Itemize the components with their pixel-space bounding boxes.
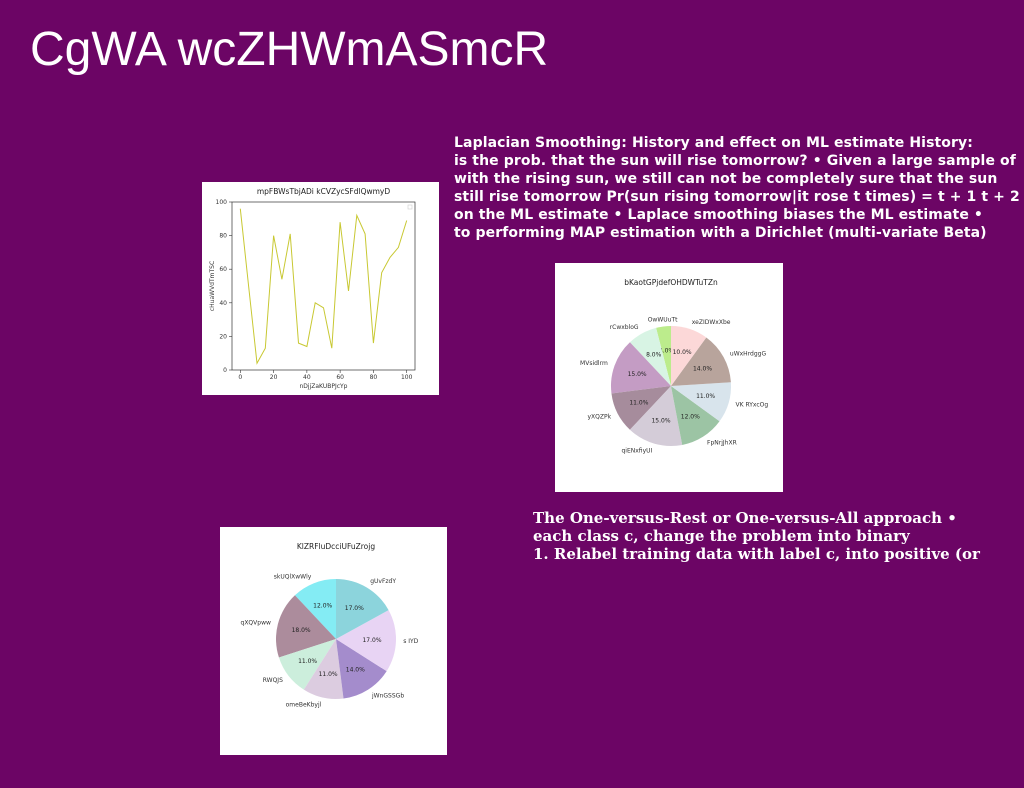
chart-title: KlZRFluDcciUFuZrojg: [297, 542, 375, 551]
x-tick-label: 60: [336, 374, 344, 381]
pie-slice: [671, 382, 731, 422]
slice-label: xeZIDWxXbe: [692, 319, 731, 326]
pie-slice: [294, 579, 336, 639]
x-tick-label: 80: [370, 374, 378, 381]
plot-frame: [231, 201, 416, 371]
pie-slice: [671, 386, 720, 445]
y-tick-label: 20: [219, 333, 227, 340]
pie-chart-2: KlZRFluDcciUFuZrojg 12.0% skUQlXwWly 18.0% q…: [241, 542, 419, 709]
chart-title: mpFBWsTbjADi kCVZycSFdlQwmyD: [257, 187, 390, 196]
x-tick-label: 40: [303, 374, 311, 381]
pct-label: 12.0%: [681, 413, 700, 420]
pct-label: 11.0%: [298, 658, 317, 665]
pct-label: 17.0%: [345, 605, 364, 612]
text-line: The One-versus-Rest or One-versus-All ap…: [533, 509, 957, 527]
line-chart: mpFBWsTbjADi kCVZycSFdlQwmyD 0 20 40 60 80 100…: [209, 187, 416, 390]
slice-label: MVsidlrm: [580, 360, 608, 367]
chart-title: bKaotGPjdefOHDWTuTZn: [624, 278, 718, 287]
text-line: each class c, change the problem into bi…: [533, 527, 910, 545]
x-tick-label: 0: [238, 374, 242, 381]
slice-label: OwWUuTt: [648, 316, 678, 323]
text-line: is the prob. that the sun will rise tomo…: [454, 153, 1016, 169]
slide-title: CgWA wcZHWmASmcR: [30, 23, 549, 76]
pie-slice: [303, 639, 344, 700]
pct-label: 11.0%: [319, 671, 338, 678]
pct-label: 12.0%: [313, 603, 332, 610]
pie-slice: [671, 326, 707, 386]
pct-label: 11.0%: [696, 393, 715, 400]
x-tick-label: 20: [270, 374, 278, 381]
slice-label: qiENxfiyUI: [622, 448, 653, 455]
pie-slice: [336, 610, 397, 672]
text-line: Laplacian Smoothing: History and effect …: [454, 135, 973, 151]
pie-slice: [276, 595, 336, 658]
slice-label: RWQJS: [263, 677, 283, 684]
y-tick-label: 60: [219, 266, 227, 273]
y-tick-label: 80: [219, 233, 227, 240]
y-axis-label: cHuaWVdTmTSC: [209, 261, 216, 311]
slice-label: yXQZPk: [588, 414, 612, 421]
pie-slice: [629, 327, 671, 386]
y-tick-label: 40: [219, 300, 227, 307]
pie-slice: [336, 579, 389, 639]
text-line: to performing MAP estimation with a Diri…: [454, 225, 987, 241]
pie-slice: [611, 386, 671, 430]
slice-label: VK RYxcOg: [736, 402, 769, 409]
pct-label: 15.0%: [651, 418, 670, 425]
pct-label: 10.0%: [673, 349, 692, 356]
text-block-laplacian: Laplacian Smoothing: History and effect …: [454, 134, 1020, 242]
pct-label: 11.0%: [629, 399, 648, 406]
pct-label: 14.0%: [693, 366, 712, 373]
text-line: still rise tomorrow Pr(sun rising tomorr…: [454, 189, 1020, 205]
slice-label: FpNrjJhXR: [707, 440, 737, 447]
line-chart-card: mpFBWsTbjADi kCVZycSFdlQwmyD 0 20 40 60 80 100…: [202, 182, 439, 395]
pct-label: 8.0%: [646, 352, 662, 359]
pie-slice: [671, 337, 731, 386]
series-line: [239, 208, 408, 365]
pie-slice: [336, 639, 387, 699]
y-tick-label: 0: [223, 367, 227, 374]
slice-label: rCwxbloG: [610, 324, 639, 331]
text-line: on the ML estimate • Laplace smoothing b…: [454, 207, 983, 223]
slice-label: s IYD: [403, 638, 418, 645]
pie-chart-2-card: KlZRFluDcciUFuZrojg 12.0% skUQlXwWly 18.0% q…: [220, 527, 447, 755]
pct-label: 14.0%: [346, 666, 365, 673]
pie-slice: [656, 326, 671, 386]
pct-label: 18.0%: [292, 627, 311, 634]
text-line: with the rising sun, we still can not be…: [454, 171, 998, 187]
x-axis-label: nDjjZaKUBPJcYp: [300, 383, 348, 390]
slice-label: gUvFzdY: [370, 578, 396, 585]
pie-slice: [629, 386, 683, 447]
pie-slice: [610, 342, 671, 394]
slice-label: skUQlXwWly: [274, 574, 312, 581]
slice-label: jWnGSSGb: [371, 693, 404, 700]
legend-box: [407, 204, 413, 210]
y-tick-label: 100: [216, 199, 228, 206]
slice-label: omeBeKbyjl: [286, 702, 322, 709]
pct-label: 4.0%: [659, 347, 675, 354]
slice-label: qXQVpww: [241, 619, 271, 626]
pie-slice: [278, 639, 336, 690]
text-line: 1. Relabel training data with label c, i…: [533, 545, 980, 563]
pie-chart-1-card: bKaotGPjdefOHDWTuTZn 4.0% OwWUuTt 8.0% rCwxb…: [555, 263, 783, 492]
pct-label: 15.0%: [628, 371, 647, 378]
pie-chart-1: bKaotGPjdefOHDWTuTZn 4.0% OwWUuTt 8.0% rCwxb…: [580, 278, 769, 455]
pct-label: 17.0%: [362, 637, 381, 644]
text-block-one-vs-rest: The One-versus-Rest or One-versus-All ap…: [533, 509, 980, 563]
slice-label: uWxHrdggG: [730, 351, 767, 358]
x-tick-label: 100: [401, 374, 413, 381]
